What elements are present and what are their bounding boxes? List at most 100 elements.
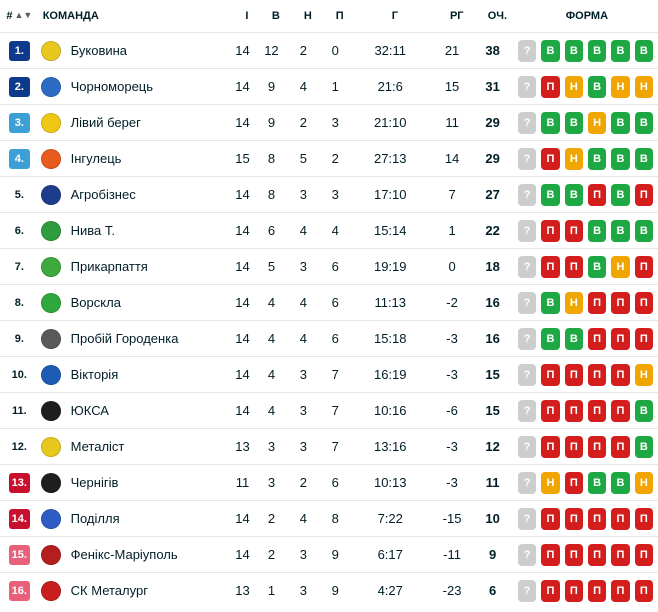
form-result-badge[interactable]: П (541, 219, 560, 242)
form-result-badge[interactable]: П (541, 147, 560, 170)
team-name[interactable]: Буковина (70, 43, 128, 58)
form-result-badge[interactable]: В (634, 39, 653, 62)
form-result-badge[interactable]: П (541, 255, 560, 278)
form-next-match-badge[interactable]: ? (517, 327, 537, 350)
team-cell[interactable]: Чернігів (39, 472, 229, 493)
form-next-match-badge[interactable]: ? (517, 291, 537, 314)
form-result-badge[interactable]: Н (564, 291, 583, 314)
form-result-badge[interactable]: П (587, 507, 607, 530)
team-name[interactable]: Прикарпаття (70, 259, 148, 274)
form-result-badge[interactable]: П (541, 579, 560, 602)
form-next-match-badge[interactable]: ? (517, 219, 537, 242)
team-cell[interactable]: Агробізнес (39, 184, 229, 205)
header-points[interactable]: ОЧ. (487, 10, 508, 22)
header-lost[interactable]: П (335, 10, 344, 22)
form-result-badge[interactable]: П (587, 543, 607, 566)
form-result-badge[interactable]: В (564, 327, 583, 350)
form-result-badge[interactable]: П (541, 75, 560, 98)
form-result-badge[interactable]: Н (587, 111, 607, 134)
form-result-badge[interactable]: П (634, 543, 653, 566)
form-result-badge[interactable]: В (611, 471, 630, 494)
form-result-badge[interactable]: Н (541, 471, 560, 494)
team-cell[interactable]: Вікторія (39, 364, 229, 385)
form-result-badge[interactable]: П (587, 399, 607, 422)
form-result-badge[interactable]: В (564, 111, 583, 134)
form-result-badge[interactable]: П (611, 579, 630, 602)
form-result-badge[interactable]: П (634, 327, 653, 350)
team-cell[interactable]: Ворскла (39, 292, 229, 313)
form-result-badge[interactable]: Н (634, 363, 653, 386)
form-result-badge[interactable]: П (564, 255, 583, 278)
form-result-badge[interactable]: В (541, 39, 560, 62)
form-result-badge[interactable]: П (611, 291, 630, 314)
team-cell[interactable]: Нива Т. (39, 220, 229, 241)
form-result-badge[interactable]: П (611, 543, 630, 566)
form-result-badge[interactable]: П (587, 579, 607, 602)
form-result-badge[interactable]: В (587, 39, 607, 62)
team-cell[interactable]: ЮКСА (39, 400, 229, 421)
form-result-badge[interactable]: В (541, 183, 560, 206)
team-name[interactable]: Чернігів (70, 475, 119, 490)
form-result-badge[interactable]: В (611, 183, 630, 206)
form-result-badge[interactable]: П (541, 399, 560, 422)
form-result-badge[interactable]: П (634, 255, 653, 278)
form-next-match-badge[interactable]: ? (517, 39, 537, 62)
form-result-badge[interactable]: П (564, 579, 583, 602)
form-next-match-badge[interactable]: ? (517, 363, 537, 386)
form-next-match-badge[interactable]: ? (517, 579, 537, 602)
team-name[interactable]: СК Металург (70, 583, 148, 598)
form-result-badge[interactable]: В (587, 219, 607, 242)
form-result-badge[interactable]: П (587, 291, 607, 314)
team-cell[interactable]: Фенікс-Маріуполь (39, 544, 229, 565)
table-row[interactable]: 8. Ворскла 14 4 4 6 11:13 -2 16? В Н П П П (0, 284, 658, 320)
form-result-badge[interactable]: П (611, 399, 630, 422)
form-result-badge[interactable]: П (587, 363, 607, 386)
table-row[interactable]: 4. Інгулець 15 8 5 2 27:13 14 29? П Н В В В (0, 140, 658, 176)
form-result-badge[interactable]: П (587, 327, 607, 350)
form-result-badge[interactable]: В (564, 183, 583, 206)
form-next-match-badge[interactable]: ? (517, 399, 537, 422)
form-result-badge[interactable]: П (541, 363, 560, 386)
form-result-badge[interactable]: В (611, 111, 630, 134)
team-name[interactable]: Металіст (70, 439, 125, 454)
team-cell[interactable]: СК Металург (39, 580, 229, 601)
team-cell[interactable]: Буковина (39, 40, 229, 61)
form-result-badge[interactable]: П (564, 363, 583, 386)
team-name[interactable]: Нива Т. (70, 223, 116, 238)
form-result-badge[interactable]: В (634, 147, 653, 170)
form-next-match-badge[interactable]: ? (517, 255, 537, 278)
form-result-badge[interactable]: П (541, 435, 560, 458)
form-next-match-badge[interactable]: ? (517, 75, 537, 98)
team-cell[interactable]: Лівий берег (39, 112, 229, 133)
header-goals[interactable]: Г (391, 10, 398, 22)
team-cell[interactable]: Чорноморець (39, 76, 229, 97)
form-result-badge[interactable]: В (541, 111, 560, 134)
form-result-badge[interactable]: П (564, 219, 583, 242)
table-row[interactable]: 5. Агробізнес 14 8 3 3 17:10 7 27? В В П В П (0, 176, 658, 212)
form-result-badge[interactable]: В (634, 399, 653, 422)
team-name[interactable]: Вікторія (70, 367, 119, 382)
table-row[interactable]: 9. Пробій Городенка 14 4 4 6 15:18 -3 16? В В П П П (0, 320, 658, 356)
form-next-match-badge[interactable]: ? (517, 183, 537, 206)
form-result-badge[interactable]: П (611, 363, 630, 386)
form-result-badge[interactable]: П (634, 507, 653, 530)
form-result-badge[interactable]: П (564, 507, 583, 530)
header-rank[interactable]: # ▲▼ (0, 10, 39, 22)
form-result-badge[interactable]: В (587, 75, 607, 98)
header-goal-diff[interactable]: РГ (449, 10, 464, 22)
form-result-badge[interactable]: П (611, 507, 630, 530)
team-name[interactable]: Чорноморець (70, 79, 154, 94)
form-result-badge[interactable]: Н (634, 471, 653, 494)
form-next-match-badge[interactable]: ? (517, 147, 537, 170)
header-team[interactable]: КОМАНДА (42, 10, 99, 22)
table-row[interactable]: 7. Прикарпаття 14 5 3 6 19:19 0 18? П П В Н П (0, 248, 658, 284)
header-played[interactable]: І (245, 10, 249, 22)
table-row[interactable]: 12. Металіст 13 3 3 7 13:16 -3 12? П П П П В (0, 428, 658, 464)
form-result-badge[interactable]: В (564, 39, 583, 62)
team-cell[interactable]: Поділля (39, 508, 229, 529)
form-result-badge[interactable]: П (634, 183, 653, 206)
team-name[interactable]: Лівий берег (70, 115, 141, 130)
form-result-badge[interactable]: Н (564, 147, 583, 170)
form-result-badge[interactable]: П (564, 543, 583, 566)
table-row[interactable]: 2. Чорноморець 14 9 4 1 21:6 15 31? П Н В Н Н (0, 68, 658, 104)
